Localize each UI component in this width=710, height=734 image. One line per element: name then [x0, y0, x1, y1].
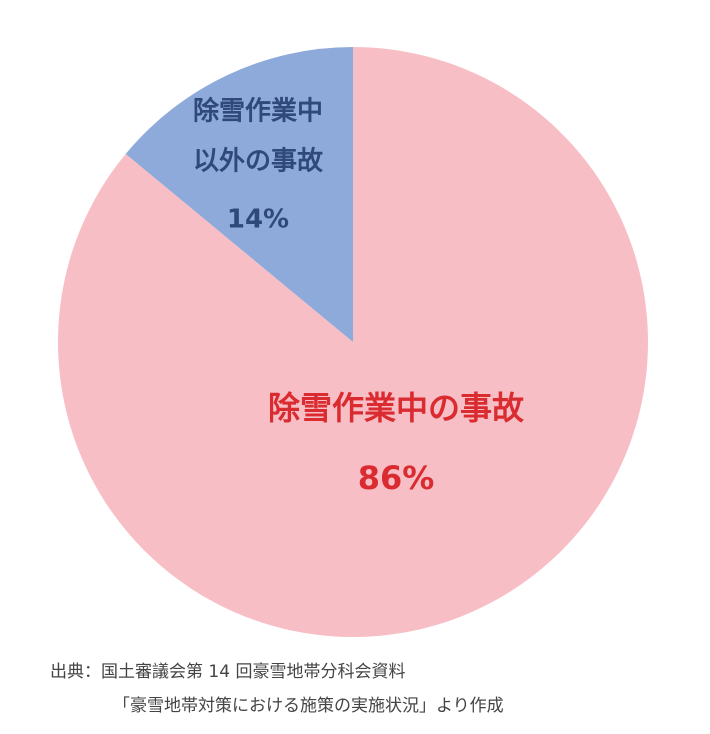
slice-label: 除雪作業中	[193, 96, 323, 127]
slice-label: 以外の事故	[193, 147, 323, 177]
slice-label: 除雪作業中の事故	[268, 389, 524, 427]
source-line: 出典：国土審議会第 14 回豪雪地帯分科会資料	[50, 661, 405, 682]
pie-slice	[125, 47, 353, 342]
source-line: 「豪雪地帯対策における施策の実施状況」より作成	[113, 695, 504, 716]
value-label: 14%	[227, 205, 289, 235]
value-label: 86%	[358, 459, 435, 497]
